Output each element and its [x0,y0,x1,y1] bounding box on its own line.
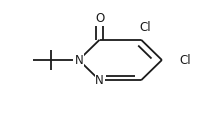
Text: O: O [95,12,104,25]
Text: N: N [95,74,104,87]
Text: Cl: Cl [180,54,191,66]
Text: N: N [74,54,83,66]
Text: Cl: Cl [140,21,151,34]
